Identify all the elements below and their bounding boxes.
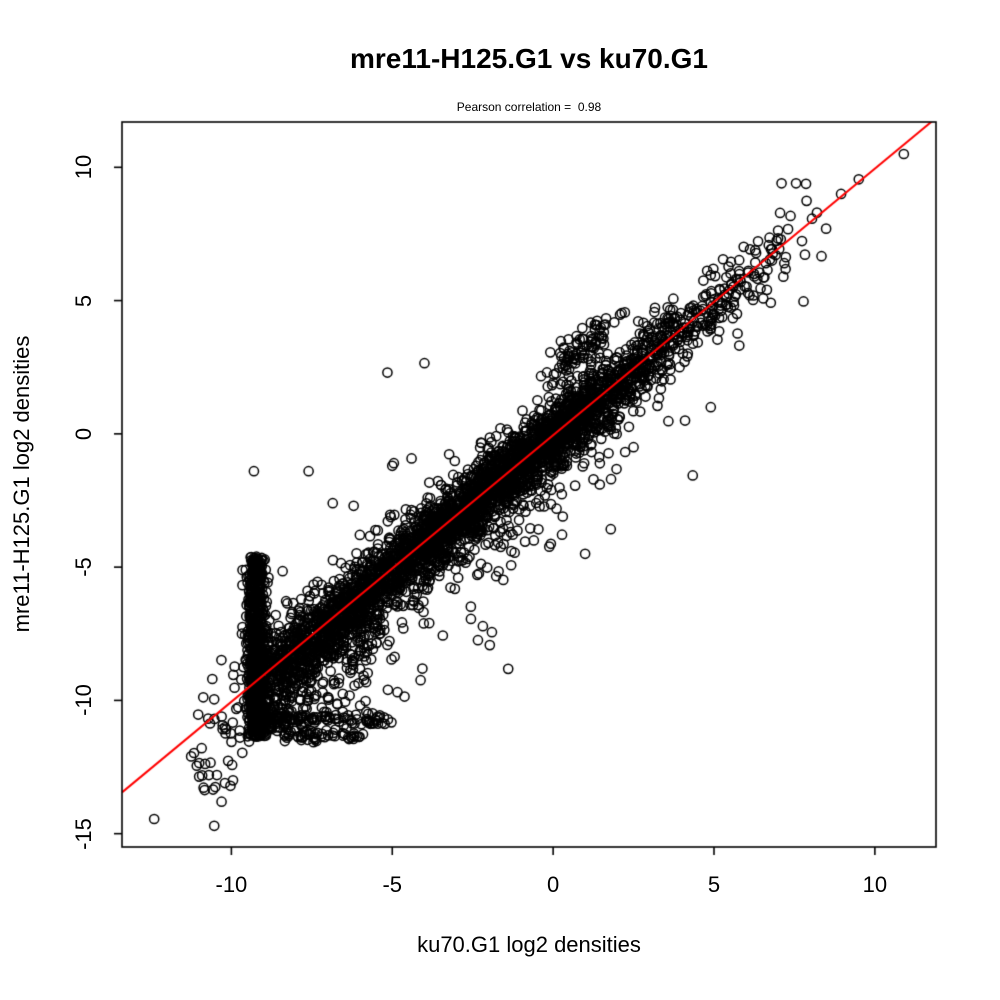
x-tick-label: 0 — [547, 872, 560, 897]
y-axis-title: mre11-H125.G1 log2 densities — [9, 335, 34, 633]
y-tick-label: -10 — [71, 684, 96, 717]
y-tick-label: -15 — [71, 817, 96, 850]
pearson-correlation-subtitle: Pearson correlation = 0.98 — [456, 100, 602, 114]
x-tick-label: 5 — [707, 872, 721, 897]
y-tick-label: 0 — [71, 427, 96, 440]
x-axis-title: ku70.G1 log2 densities — [417, 932, 641, 957]
x-tick-label: 10 — [862, 872, 888, 897]
y-tick-label: 10 — [71, 155, 96, 180]
x-tick-label: -5 — [382, 872, 403, 897]
y-tick-label: -5 — [71, 557, 96, 577]
y-tick-label: 5 — [71, 294, 96, 307]
x-tick-label: -10 — [215, 872, 248, 897]
page-title: mre11-H125.G1 vs ku70.G1 — [349, 43, 708, 74]
